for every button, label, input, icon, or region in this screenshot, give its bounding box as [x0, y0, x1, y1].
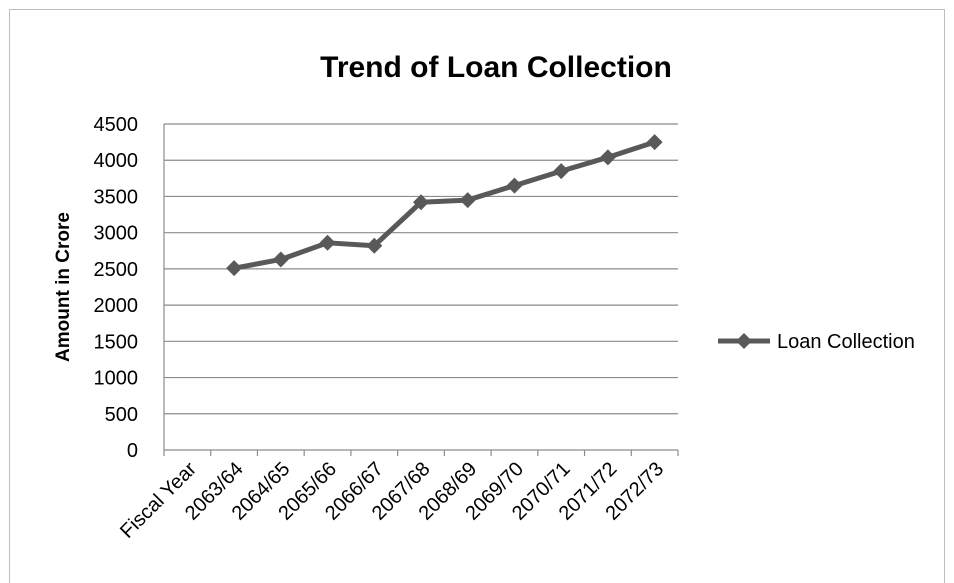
y-tick-label: 4500 [94, 114, 139, 136]
data-point [366, 237, 383, 254]
data-point [646, 134, 663, 151]
x-tick-labels: Fiscal Year2063/642064/652065/662066/672… [116, 458, 668, 543]
legend-marker [736, 333, 752, 349]
data-point [459, 192, 476, 209]
data-point [553, 163, 570, 180]
y-tick-label: 0 [127, 440, 138, 462]
legend: Loan Collection [718, 331, 915, 353]
series-loan-collection [226, 134, 663, 277]
y-tick-labels: 0 500 1000 1500 2000 2500 3000 3500 4000 4500 [94, 114, 139, 462]
data-point [319, 234, 336, 251]
y-tick-label: 1000 [94, 368, 139, 390]
gridlines [163, 123, 679, 456]
legend-label: Loan Collection [777, 331, 915, 353]
chart-title: Trend of Loan Collection [320, 51, 672, 84]
y-tick-label: 500 [105, 404, 138, 426]
y-tick-label: 3500 [94, 186, 139, 208]
data-point [506, 177, 523, 194]
y-tick-label: 3000 [94, 223, 139, 245]
data-point [272, 251, 289, 268]
y-tick-label: 4000 [94, 150, 139, 172]
y-tick-label: 2000 [94, 295, 139, 317]
x-tick-label: Fiscal Year [116, 458, 201, 543]
chart-frame [9, 9, 945, 583]
y-axis-label: Amount in Crore [53, 212, 74, 362]
data-point [599, 149, 616, 166]
y-tick-label: 2500 [94, 259, 139, 281]
series-line [233, 139, 656, 271]
y-tick-label: 1500 [94, 331, 139, 353]
data-point [413, 194, 429, 211]
data-point [226, 260, 243, 277]
